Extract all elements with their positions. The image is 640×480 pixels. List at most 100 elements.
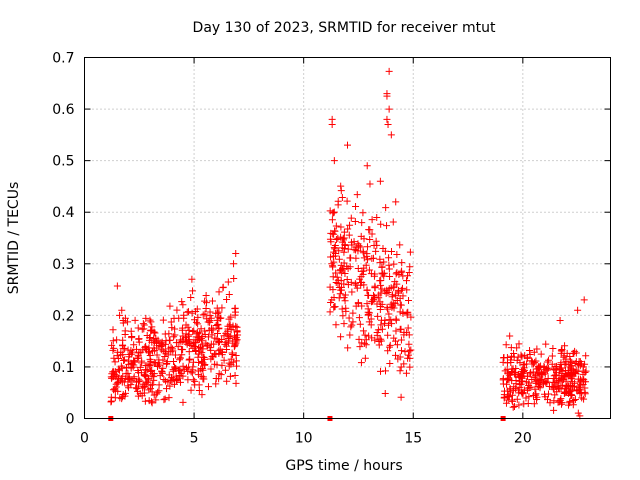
data-point [141,397,149,405]
data-point [215,375,223,383]
data-point [531,385,539,393]
data-point [391,351,399,359]
data-point [580,395,588,403]
data-point [374,312,382,320]
data-point [382,204,390,212]
data-point [173,306,181,314]
data-point [171,351,179,359]
data-point [189,363,197,371]
data-point [576,382,584,390]
data-point [109,326,117,334]
data-point [221,366,229,374]
data-point [153,363,161,371]
data-point [526,370,534,378]
data-point [344,264,352,272]
data-point [167,318,175,326]
data-point [135,369,143,377]
data-point [139,346,147,354]
data-point [128,350,136,358]
data-point [511,371,519,379]
data-point [361,331,369,339]
data-point [122,364,130,372]
data-point [371,293,379,301]
data-point [396,301,404,309]
data-point [529,391,537,399]
data-point [507,344,515,352]
data-point [377,281,385,289]
data-point [232,249,240,257]
data-point [363,300,371,308]
data-point [582,367,590,375]
data-point [548,352,556,360]
data-point [206,312,214,320]
data-point [405,351,413,359]
data-point [211,334,219,342]
data-point [218,351,226,359]
data-point [557,346,565,354]
data-point [574,306,582,314]
data-point [343,197,351,205]
data-point [192,318,200,326]
data-point [130,341,138,349]
data-point [328,216,336,224]
data-point [344,344,352,352]
data-point [550,379,558,387]
data-point [383,92,391,100]
data-point [187,293,195,301]
data-point [507,356,515,364]
data-point [516,373,524,381]
data-point [390,334,398,342]
data-point [397,393,405,401]
data-point [558,399,566,407]
data-point [135,335,143,343]
data-point [352,246,360,254]
data-point [119,372,127,380]
data-point [194,336,202,344]
data-point [219,283,227,291]
data-point [560,376,568,384]
data-point [340,259,348,267]
data-point [388,248,396,256]
data-point [386,341,394,349]
data-point [148,323,156,331]
data-point [327,299,335,307]
data-point [335,247,343,255]
data-point [568,378,576,386]
data-point [404,324,412,332]
data-point [561,342,569,350]
data-point [393,341,401,349]
data-point [337,187,345,195]
data-point [341,291,349,299]
data-point [174,343,182,351]
data-point [357,243,365,251]
data-point [377,367,385,375]
data-point [111,394,119,402]
data-point [386,360,394,368]
data-point [107,373,115,381]
data-point [329,286,337,294]
data-point [384,321,392,329]
data-point [383,115,391,123]
data-point [518,369,526,377]
data-point [169,347,177,355]
data-point [132,345,140,353]
data-point [378,269,386,277]
data-point [182,338,190,346]
data-point [581,369,589,377]
data-point [499,380,507,388]
data-point [154,388,162,396]
data-point [215,324,223,332]
data-point [201,310,209,318]
data-point [508,396,516,404]
data-point [341,242,349,250]
data-point [346,331,354,339]
data-point [118,378,126,386]
data-point [365,291,373,299]
data-point [557,400,565,408]
data-point [199,366,207,374]
data-point [211,360,219,368]
data-point [150,328,158,336]
data-point [138,392,146,400]
data-point [149,381,157,389]
data-point [357,281,365,289]
